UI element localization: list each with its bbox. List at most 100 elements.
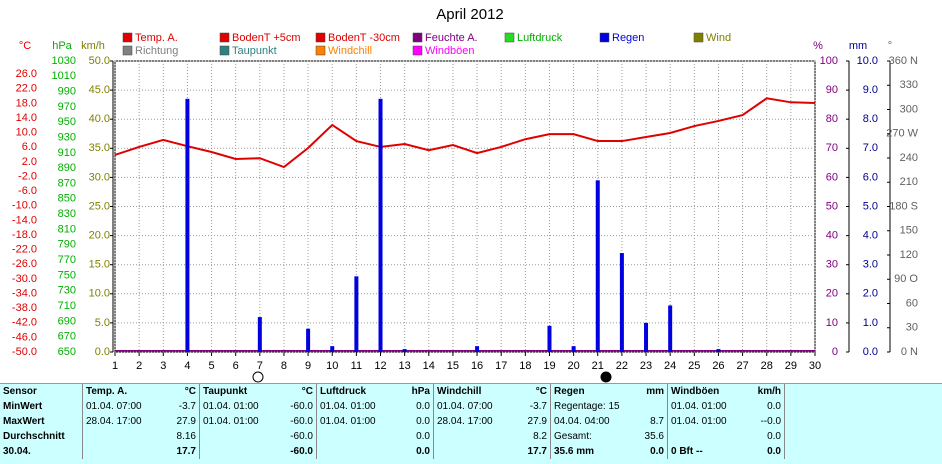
- table-row: MaxWert 28.04. 17:00 27.9 01.04. 01:00 -60.0…: [0, 414, 911, 429]
- table-cell: 0.0: [767, 431, 781, 442]
- y-tick-label: 60: [906, 297, 918, 309]
- legend-swatch: [315, 32, 326, 43]
- table-row: Sensor Temp. A. °C Taupunkt °C Luftdruck hPa Wi…: [0, 384, 911, 399]
- legend-label: Taupunkt: [232, 45, 277, 57]
- x-tick-label: 24: [664, 360, 676, 372]
- rain-bar: [668, 305, 673, 352]
- axis-label: °: [888, 40, 892, 52]
- y-tick-label: 6.0: [863, 171, 878, 183]
- y-tick-label: 10.0: [857, 55, 878, 67]
- x-tick-label: 25: [688, 360, 700, 372]
- y-tick-label: 20.0: [89, 230, 110, 242]
- y-tick-label: 810: [58, 223, 76, 235]
- axis-label: hPa: [52, 40, 72, 52]
- y-tick-label: 1030: [52, 55, 76, 67]
- table-cell: 0.0: [416, 401, 430, 412]
- table-cell: Windchill: [433, 384, 508, 399]
- y-tick-label: 10.0: [89, 288, 110, 300]
- table-cell: 35.6 mm: [550, 444, 625, 459]
- table-cell: 27.9: [176, 416, 196, 427]
- y-tick-label: -18.0: [12, 229, 37, 241]
- table-cell: °C: [184, 386, 196, 397]
- rain-bar: [644, 322, 649, 352]
- table-cell: [784, 414, 911, 429]
- y-tick-label: 3.0: [863, 259, 878, 271]
- y-tick-label: -14.0: [12, 214, 37, 226]
- y-tick-label: -30.0: [12, 273, 37, 285]
- stats-table: Sensor Temp. A. °C Taupunkt °C Luftdruck hPa Wi…: [0, 383, 942, 464]
- table-cell: km/h: [757, 386, 781, 397]
- x-tick-label: 8: [281, 360, 287, 372]
- table-cell: [433, 444, 508, 459]
- legend-label: Feuchte A.: [425, 32, 478, 44]
- y-tick-label: 2.0: [22, 156, 37, 168]
- table-cell: [199, 444, 274, 459]
- table-cell: hPa: [411, 386, 430, 397]
- y-tick-label: 970: [58, 101, 76, 113]
- y-tick-label: 7.0: [863, 142, 878, 154]
- table-cell: 01.04. 01:00: [667, 399, 742, 414]
- y-tick-label: 8.0: [863, 113, 878, 125]
- table-cell: Sensor: [3, 386, 37, 397]
- y-tick-label: 750: [58, 269, 76, 281]
- y-tick-label: 6.0: [22, 141, 37, 153]
- y-tick-label: 40: [826, 230, 838, 242]
- legend-swatch: [412, 45, 423, 56]
- table-cell: [433, 429, 508, 444]
- table-cell: 0.0: [416, 446, 430, 457]
- y-tick-label: 850: [58, 193, 76, 205]
- table-cell: [82, 444, 157, 459]
- y-tick-label: 20: [826, 288, 838, 300]
- x-tick-label: 10: [326, 360, 338, 372]
- table-cell: MinWert: [3, 401, 43, 412]
- x-tick-label: 28: [761, 360, 773, 372]
- rain-bar: [378, 98, 383, 352]
- table-cell: 01.04. 01:00: [667, 414, 742, 429]
- rain-bar: [354, 276, 359, 352]
- moon-new: [600, 371, 612, 383]
- table-cell: [784, 444, 911, 459]
- rain-bar: [475, 346, 480, 352]
- legend-swatch: [122, 32, 133, 43]
- rain-bar: [330, 346, 335, 352]
- table-cell: 01.04. 01:00: [199, 414, 274, 429]
- legend-swatch: [315, 45, 326, 56]
- y-tick-label: 0.0: [863, 346, 878, 358]
- y-tick-label: 26.0: [16, 68, 37, 80]
- table-cell: °C: [535, 386, 547, 397]
- y-tick-label: 2.0: [863, 288, 878, 300]
- table-cell: [82, 429, 157, 444]
- y-tick-label: 690: [58, 315, 76, 327]
- rain-bar: [306, 328, 311, 352]
- moon-full: [252, 371, 264, 383]
- y-tick-label: -46.0: [12, 331, 37, 343]
- y-tick-label: 45.0: [89, 84, 110, 96]
- legend-label: BodenT -30cm: [328, 32, 400, 44]
- y-tick-label: -10.0: [12, 200, 37, 212]
- table-cell: Temp. A.: [82, 384, 157, 399]
- y-tick-label: 1010: [52, 70, 76, 82]
- y-tick-label: -26.0: [12, 258, 37, 270]
- table-cell: 0.0: [416, 416, 430, 427]
- y-tick-label: 670: [58, 331, 76, 343]
- table-cell: 8.7: [650, 416, 664, 427]
- table-cell: 8.2: [533, 431, 547, 442]
- y-tick-label: 80: [826, 113, 838, 125]
- x-tick-label: 22: [616, 360, 628, 372]
- y-tick-label: 830: [58, 208, 76, 220]
- table-cell: [316, 429, 391, 444]
- y-tick-label: 360 N: [889, 55, 918, 67]
- y-tick-label: 910: [58, 147, 76, 159]
- x-tick-label: 18: [519, 360, 531, 372]
- y-tick-label: -38.0: [12, 302, 37, 314]
- table-cell: 28.04. 17:00: [82, 414, 157, 429]
- legend-label: Temp. A.: [135, 32, 178, 44]
- y-tick-label: 5.0: [95, 317, 110, 329]
- y-tick-label: 710: [58, 300, 76, 312]
- y-tick-label: -42.0: [12, 317, 37, 329]
- y-tick-label: 18.0: [16, 97, 37, 109]
- x-tick-label: 14: [423, 360, 435, 372]
- y-tick-label: 15.0: [89, 259, 110, 271]
- table-row: MinWert 01.04. 07:00 -3.7 01.04. 01:00 -60.0…: [0, 399, 911, 414]
